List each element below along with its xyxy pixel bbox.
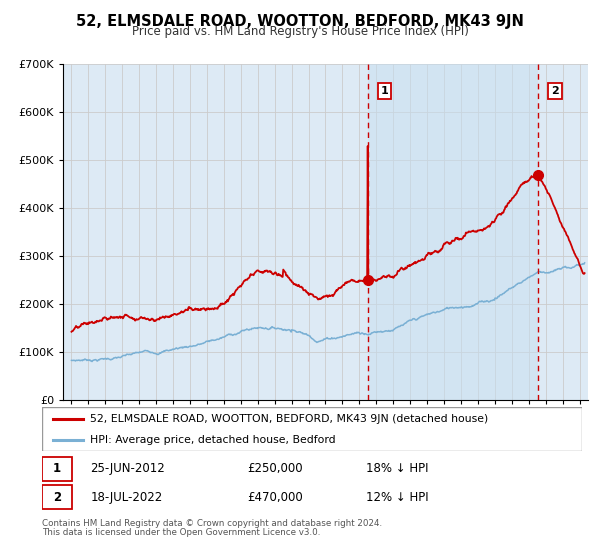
Text: 18% ↓ HPI: 18% ↓ HPI (366, 463, 428, 475)
Text: 2: 2 (551, 86, 559, 96)
Text: 18-JUL-2022: 18-JUL-2022 (91, 491, 163, 503)
Text: 1: 1 (53, 463, 61, 475)
Text: £250,000: £250,000 (247, 463, 303, 475)
Text: 52, ELMSDALE ROAD, WOOTTON, BEDFORD, MK43 9JN (detached house): 52, ELMSDALE ROAD, WOOTTON, BEDFORD, MK4… (89, 414, 488, 424)
Text: £470,000: £470,000 (247, 491, 303, 503)
Text: 52, ELMSDALE ROAD, WOOTTON, BEDFORD, MK43 9JN: 52, ELMSDALE ROAD, WOOTTON, BEDFORD, MK4… (76, 14, 524, 29)
Text: 1: 1 (381, 86, 389, 96)
Text: Contains HM Land Registry data © Crown copyright and database right 2024.: Contains HM Land Registry data © Crown c… (42, 519, 382, 528)
Text: Price paid vs. HM Land Registry's House Price Index (HPI): Price paid vs. HM Land Registry's House … (131, 25, 469, 38)
Text: 12% ↓ HPI: 12% ↓ HPI (366, 491, 428, 503)
Text: This data is licensed under the Open Government Licence v3.0.: This data is licensed under the Open Gov… (42, 528, 320, 537)
Text: 2: 2 (53, 491, 61, 503)
Text: HPI: Average price, detached house, Bedford: HPI: Average price, detached house, Bedf… (89, 435, 335, 445)
Text: 25-JUN-2012: 25-JUN-2012 (91, 463, 166, 475)
Bar (368, 64, 538, 400)
Bar (42, 485, 72, 510)
Bar (42, 456, 72, 481)
